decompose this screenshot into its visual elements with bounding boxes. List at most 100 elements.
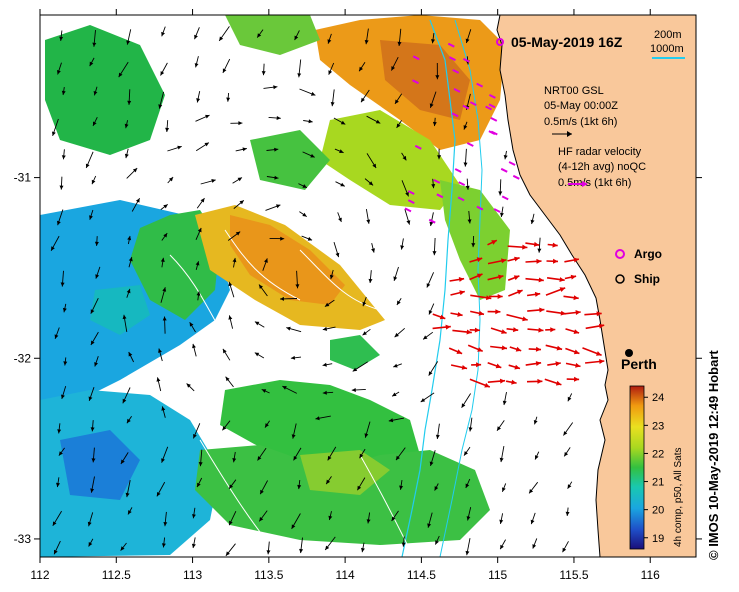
current-arrowhead xyxy=(340,182,345,187)
current-arrowhead xyxy=(160,257,165,262)
radar-arrowhead xyxy=(476,362,482,368)
current-arrowhead xyxy=(563,431,568,436)
current-arrowhead xyxy=(125,492,130,498)
current-arrowhead xyxy=(426,283,431,288)
current-arrowhead xyxy=(368,181,374,186)
current-arrowhead xyxy=(297,73,302,78)
radar-arrowhead xyxy=(555,380,562,386)
current-arrowhead xyxy=(126,288,131,294)
radar-arrowhead xyxy=(534,291,541,297)
x-axis: 112 112.5 113 113.5 114 114.5 115 115.5 116 xyxy=(30,9,660,582)
argo-trace xyxy=(433,179,441,184)
current-arrowhead xyxy=(463,125,468,130)
current-arrowhead xyxy=(500,212,504,217)
argo-trace xyxy=(447,42,455,48)
current-arrowhead xyxy=(193,434,197,439)
radar-arrowhead xyxy=(514,256,520,262)
current-arrowhead xyxy=(211,179,216,183)
current-arrowhead xyxy=(219,36,224,41)
current-arrowhead xyxy=(431,39,435,44)
current-arrowhead xyxy=(435,75,440,80)
radar-arrowhead xyxy=(556,345,563,351)
argo-trace xyxy=(449,56,456,62)
colorbar-tick-label: 21 xyxy=(652,477,664,489)
current-arrowhead xyxy=(238,121,243,126)
current-arrowhead xyxy=(394,332,399,338)
current-arrowhead xyxy=(503,155,508,160)
argo-trace xyxy=(501,195,509,201)
current-arrowhead xyxy=(290,355,296,360)
radar-arrowhead xyxy=(456,349,463,354)
current-arrowhead xyxy=(405,192,409,197)
current-arrowhead xyxy=(368,278,373,283)
current-arrowhead xyxy=(232,257,237,263)
current-arrowhead xyxy=(52,521,57,526)
current-arrowhead xyxy=(196,291,201,296)
current-arrowhead xyxy=(535,455,539,460)
radar-arrowhead xyxy=(458,277,465,282)
current-arrowhead xyxy=(362,301,367,307)
current-arrowhead xyxy=(265,423,269,428)
current-arrowhead xyxy=(163,204,168,209)
radar-arrowhead xyxy=(575,362,581,368)
current-arrowhead xyxy=(124,153,129,159)
current-arrowhead xyxy=(89,215,93,220)
argo-trace xyxy=(414,144,422,150)
radar-legend-arrowhead xyxy=(582,181,588,187)
current-arrowhead xyxy=(235,231,241,236)
current-arrowhead xyxy=(239,200,244,205)
current-arrowhead xyxy=(254,321,260,326)
current-arrowhead xyxy=(364,433,369,438)
current-arrowhead xyxy=(158,104,163,109)
current-arrowhead xyxy=(276,116,281,120)
ship-legend-icon xyxy=(615,274,625,284)
current-arrowhead xyxy=(93,91,98,96)
current-arrowhead xyxy=(399,485,404,490)
radar-arrowhead xyxy=(513,327,519,333)
current-arrowhead xyxy=(327,39,332,44)
current-arrowhead xyxy=(330,102,335,107)
colorbar xyxy=(629,385,645,550)
current-arrowhead xyxy=(471,243,476,248)
current-arrowhead xyxy=(291,524,296,529)
current-arrowhead xyxy=(63,361,68,366)
x-tick-label: 114 xyxy=(336,568,355,582)
current-arrowhead xyxy=(400,245,405,250)
depth-legend-200m: 200m xyxy=(654,29,682,41)
radar-arrowhead xyxy=(596,311,602,317)
current-arrowhead xyxy=(502,400,507,405)
current-legend-scale: 0.5m/s (1kt 6h) xyxy=(544,116,617,128)
current-arrowhead xyxy=(198,462,203,467)
current-arrowhead xyxy=(322,362,327,367)
plot-frame xyxy=(39,14,697,558)
current-arrowhead xyxy=(530,519,535,525)
current-arrowhead xyxy=(225,376,230,382)
current-arrowhead xyxy=(197,227,202,233)
current-arrowhead xyxy=(222,426,227,431)
colorbar-tick-label: 20 xyxy=(652,505,664,517)
current-arrowhead xyxy=(500,544,504,550)
current-arrowhead xyxy=(325,545,330,550)
current-arrowhead xyxy=(91,179,96,185)
radar-arrowhead xyxy=(533,241,540,247)
radar-arrowhead xyxy=(539,307,545,313)
argo-legend-label: Argo xyxy=(634,247,662,261)
current-arrowhead xyxy=(264,258,268,263)
current-arrowhead xyxy=(135,198,140,203)
radar-arrowhead xyxy=(484,382,490,388)
current-arrowhead xyxy=(61,394,65,399)
current-arrowhead xyxy=(85,163,90,168)
current-arrowhead xyxy=(257,33,262,38)
current-arrowhead xyxy=(497,426,501,431)
current-arrowhead xyxy=(466,516,471,521)
current-arrowhead xyxy=(205,114,210,119)
current-arrowhead xyxy=(162,316,167,321)
current-arrowhead xyxy=(54,549,58,555)
current-arrowhead xyxy=(156,377,161,382)
current-arrowhead xyxy=(93,121,97,126)
current-arrowhead xyxy=(361,97,365,103)
current-arrowhead xyxy=(54,334,59,339)
argo-trace xyxy=(453,88,461,93)
y-tick-label: -33 xyxy=(14,532,32,546)
radar-arrowhead xyxy=(575,310,581,315)
